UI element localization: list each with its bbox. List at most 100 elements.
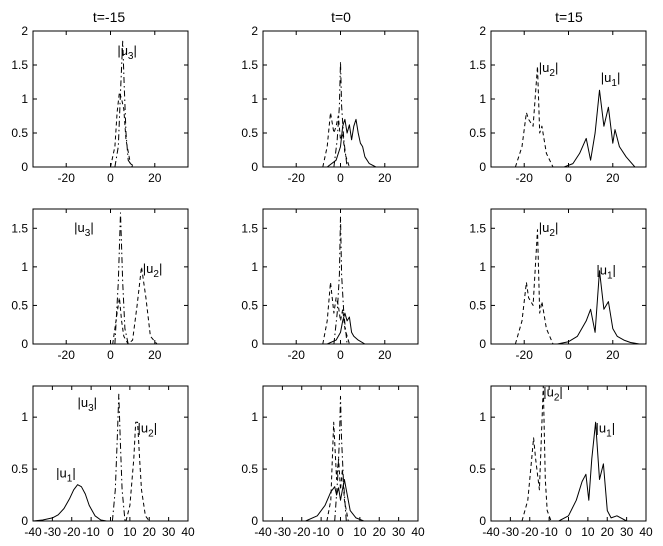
x-tick-label: 0 bbox=[107, 171, 114, 185]
series-u2-line bbox=[125, 421, 150, 521]
series-u3-line bbox=[333, 61, 348, 167]
series-u1-line bbox=[557, 270, 640, 344]
annotation-u2: |u2| bbox=[539, 60, 559, 79]
axes-frame bbox=[490, 208, 647, 345]
series-u3-line bbox=[111, 393, 126, 521]
panel-r1-c1: -20 0 20 0 0.5 1 1.5 2 |u3| bbox=[11, 24, 189, 185]
y-tick-label: 0.5 bbox=[469, 462, 486, 476]
x-tick-label: -20 bbox=[516, 348, 534, 362]
annotation-u2: |u2| bbox=[138, 421, 158, 440]
series-u1-line bbox=[326, 312, 366, 344]
x-tick-label: 20 bbox=[148, 348, 162, 362]
panels: -20 0 20 0 0.5 1 1.5 2 |u3| -20 0 20 0 0.5 1 1.5 2 -20 0 20… bbox=[11, 24, 653, 539]
y-tick-label: 0.5 bbox=[469, 126, 486, 140]
x-tick-label: 10 bbox=[353, 525, 367, 539]
series-u2-line bbox=[110, 91, 136, 167]
x-tick-label: 0 bbox=[107, 348, 114, 362]
y-tick-label: 1 bbox=[21, 92, 28, 106]
series-u2-line bbox=[521, 386, 552, 521]
x-tick-label: 20 bbox=[606, 348, 620, 362]
x-tick-label: 40 bbox=[639, 525, 653, 539]
y-tick-label: 0.5 bbox=[469, 298, 486, 312]
x-tick-label: -20 bbox=[521, 525, 539, 539]
series-u2-line bbox=[514, 229, 554, 344]
annotation-u3: |u3| bbox=[117, 43, 137, 62]
y-tick-label: 0 bbox=[479, 514, 486, 528]
x-tick-label: -20 bbox=[63, 525, 81, 539]
y-tick-label: 1.5 bbox=[469, 58, 486, 72]
column-title-2: t=0 bbox=[331, 9, 351, 25]
x-tick-label: -40 bbox=[254, 525, 272, 539]
x-tick-label: -20 bbox=[58, 171, 76, 185]
series-u2-line bbox=[326, 421, 349, 521]
x-tick-label: -10 bbox=[82, 525, 100, 539]
x-tick-label: 40 bbox=[181, 525, 195, 539]
y-tick-label: 1 bbox=[479, 260, 486, 274]
x-tick-label: 0 bbox=[565, 171, 572, 185]
panel-r2-c2: -20 0 20 0 0.5 1 1.5 bbox=[241, 208, 419, 362]
y-tick-label: 0 bbox=[479, 337, 486, 351]
series-u1-line bbox=[563, 89, 636, 167]
y-tick-label: 0 bbox=[21, 337, 28, 351]
series-u2-line bbox=[112, 266, 158, 344]
series-u3-line bbox=[333, 216, 348, 344]
x-tick-label: 20 bbox=[378, 171, 392, 185]
y-tick-label: 1 bbox=[479, 92, 486, 106]
x-tick-label: 0 bbox=[107, 525, 114, 539]
y-tick-label: 1 bbox=[21, 260, 28, 274]
y-tick-label: 1 bbox=[251, 410, 258, 424]
x-tick-label: -40 bbox=[24, 525, 42, 539]
x-tick-label: 30 bbox=[392, 525, 406, 539]
y-tick-label: 0.5 bbox=[11, 462, 28, 476]
x-tick-label: 30 bbox=[620, 525, 634, 539]
panel-r1-c3: -20 0 20 0 0.5 1 1.5 2 |u2| |u1| bbox=[469, 24, 647, 185]
y-tick-label: 0 bbox=[251, 160, 258, 174]
annotation-u3: |u3| bbox=[74, 220, 94, 239]
y-tick-label: 2 bbox=[251, 24, 258, 38]
series-u1-line bbox=[305, 479, 364, 521]
x-tick-label: -20 bbox=[293, 525, 311, 539]
series-u1-line bbox=[33, 484, 115, 521]
x-tick-label: 20 bbox=[143, 525, 157, 539]
y-tick-label: 1 bbox=[251, 92, 258, 106]
x-tick-label: 30 bbox=[162, 525, 176, 539]
x-tick-label: -30 bbox=[44, 525, 62, 539]
x-tick-label: 40 bbox=[411, 525, 425, 539]
x-tick-label: 0 bbox=[337, 171, 344, 185]
x-tick-label: 20 bbox=[148, 171, 162, 185]
series-u2-line bbox=[514, 65, 554, 167]
annotation-u2: |u2| bbox=[543, 384, 563, 403]
x-tick-label: -30 bbox=[502, 525, 520, 539]
y-tick-label: 1 bbox=[251, 260, 258, 274]
x-tick-label: 0 bbox=[337, 525, 344, 539]
annotation-u1: |u1| bbox=[56, 465, 76, 484]
axes-frame bbox=[490, 385, 647, 522]
column-title-3: t=15 bbox=[555, 9, 583, 25]
x-tick-label: -20 bbox=[288, 171, 306, 185]
annotation-u2: |u2| bbox=[143, 261, 163, 280]
panel-r1-c2: -20 0 20 0 0.5 1 1.5 2 bbox=[241, 24, 419, 185]
y-tick-label: 1.5 bbox=[241, 221, 258, 235]
annotation-u3: |u3| bbox=[77, 395, 97, 414]
x-tick-label: 0 bbox=[565, 525, 572, 539]
panel-r3-c3: -40 -30 -20 -10 0 10 20 30 40 0 0.5 1 |u2| |u1| bbox=[469, 384, 653, 539]
y-tick-label: 2 bbox=[21, 24, 28, 38]
axes-frame bbox=[490, 30, 647, 168]
series-u3-line bbox=[114, 212, 129, 344]
axes-frame bbox=[32, 208, 189, 345]
y-tick-label: 0 bbox=[479, 160, 486, 174]
x-tick-label: -20 bbox=[58, 348, 76, 362]
y-tick-label: 0.5 bbox=[241, 298, 258, 312]
y-tick-label: 1 bbox=[21, 410, 28, 424]
y-tick-label: 0.5 bbox=[11, 298, 28, 312]
panel-r3-c1: -40 -30 -20 -10 0 10 20 30 40 0 0.5 1 |u3| |u2| |u1| bbox=[11, 385, 195, 539]
y-tick-label: 0 bbox=[251, 337, 258, 351]
series-u2-line bbox=[322, 112, 350, 167]
y-tick-label: 0 bbox=[21, 160, 28, 174]
x-tick-label: -20 bbox=[288, 348, 306, 362]
axes-frame bbox=[32, 385, 189, 522]
y-tick-label: 0 bbox=[251, 514, 258, 528]
series-u1-line bbox=[326, 118, 377, 167]
x-tick-label: 10 bbox=[123, 525, 137, 539]
